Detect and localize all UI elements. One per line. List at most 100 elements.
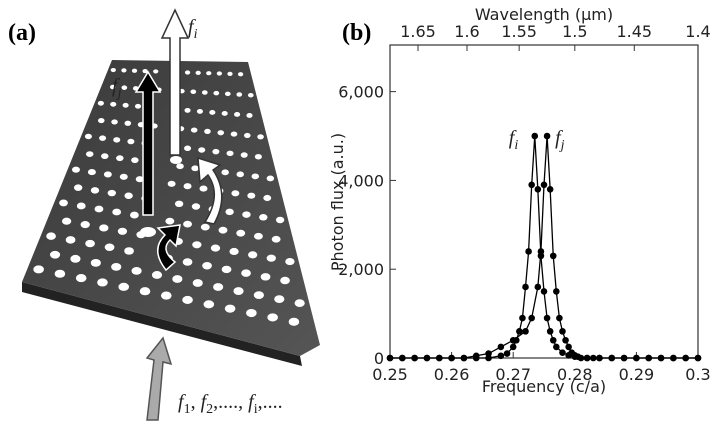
hole bbox=[122, 102, 129, 108]
hole bbox=[110, 101, 117, 107]
label-f: f bbox=[188, 16, 196, 38]
hole bbox=[203, 300, 215, 309]
marker bbox=[497, 343, 505, 351]
hole bbox=[85, 151, 94, 158]
label-sub: j bbox=[559, 138, 565, 153]
label-sub: j bbox=[116, 86, 122, 101]
hole bbox=[117, 227, 128, 235]
marker bbox=[657, 354, 665, 362]
hole bbox=[221, 169, 229, 176]
hole bbox=[87, 168, 96, 176]
hole bbox=[234, 112, 241, 117]
hole bbox=[191, 165, 199, 172]
marker bbox=[485, 350, 492, 357]
hole bbox=[224, 304, 236, 313]
hole bbox=[121, 68, 127, 73]
hole bbox=[124, 120, 132, 126]
hole bbox=[241, 269, 251, 277]
label-sub: i bbox=[514, 138, 518, 153]
label-part: f bbox=[178, 391, 186, 413]
hole bbox=[213, 283, 224, 291]
y-tick-label: 2,000 bbox=[338, 260, 384, 279]
hole bbox=[160, 291, 172, 300]
marker bbox=[540, 181, 548, 189]
hole bbox=[104, 243, 115, 251]
hole bbox=[204, 128, 211, 134]
marker bbox=[608, 354, 616, 362]
hole bbox=[253, 291, 264, 299]
hole bbox=[190, 89, 197, 95]
marker bbox=[503, 350, 511, 357]
panel-label: (a) bbox=[8, 20, 36, 46]
hole bbox=[263, 194, 272, 202]
marker bbox=[543, 132, 551, 140]
hole bbox=[192, 279, 203, 287]
marker bbox=[620, 354, 628, 362]
hole bbox=[267, 313, 278, 322]
hole bbox=[124, 247, 134, 255]
hole bbox=[237, 72, 244, 77]
x-tick-label: 0.29 bbox=[619, 365, 655, 384]
hole bbox=[206, 71, 212, 76]
marker bbox=[589, 354, 597, 362]
hole bbox=[200, 223, 210, 231]
hole bbox=[111, 262, 122, 271]
hole bbox=[266, 175, 275, 182]
hole bbox=[182, 295, 193, 304]
hole bbox=[131, 68, 138, 73]
hole bbox=[99, 224, 109, 232]
hole bbox=[99, 135, 107, 141]
hole bbox=[131, 157, 139, 164]
hole bbox=[110, 67, 116, 73]
hole bbox=[183, 183, 192, 190]
marker bbox=[516, 328, 523, 335]
hole bbox=[274, 295, 285, 304]
y-axis-label: Photon flux (a.u.) bbox=[328, 133, 347, 271]
marker bbox=[694, 354, 702, 362]
marker bbox=[386, 354, 394, 362]
series-label: fj bbox=[555, 127, 565, 153]
hole bbox=[254, 232, 263, 240]
hole bbox=[65, 236, 76, 244]
hole bbox=[248, 251, 258, 259]
hole bbox=[260, 273, 271, 281]
marker bbox=[546, 185, 554, 193]
hole bbox=[254, 153, 262, 160]
label-f: f bbox=[509, 127, 517, 149]
hole bbox=[227, 71, 233, 76]
marker bbox=[509, 343, 517, 351]
input-label: f1, f2,...., fi,.... bbox=[178, 391, 283, 417]
hole bbox=[236, 92, 243, 97]
marker bbox=[522, 328, 529, 335]
hole bbox=[116, 155, 124, 162]
hole bbox=[70, 254, 81, 263]
y-tick-label: 4,000 bbox=[338, 171, 384, 190]
label-part: , bbox=[191, 391, 201, 413]
black-curved-arrow bbox=[156, 224, 181, 272]
hole bbox=[236, 171, 244, 178]
hole bbox=[257, 134, 264, 140]
hole bbox=[199, 185, 208, 192]
output-label-black: fj bbox=[112, 75, 122, 101]
marker bbox=[670, 354, 677, 362]
marker bbox=[565, 343, 572, 351]
x-tick-label: 0.27 bbox=[495, 365, 531, 384]
marker bbox=[596, 354, 603, 362]
marker bbox=[522, 283, 529, 291]
hole bbox=[226, 150, 234, 157]
x-tick-label: 0.25 bbox=[372, 365, 408, 384]
x-tick-label: 0.28 bbox=[557, 365, 593, 384]
cavity bbox=[140, 227, 156, 237]
marker bbox=[534, 185, 542, 193]
label-part: f bbox=[201, 391, 209, 413]
x-tick-label: 0.3 bbox=[685, 365, 710, 384]
hole bbox=[134, 103, 142, 109]
hole bbox=[212, 148, 220, 155]
x2-tick-label: 1.65 bbox=[400, 22, 436, 41]
x2-tick-label: 1.4 bbox=[685, 22, 710, 41]
marker bbox=[528, 314, 535, 322]
hole bbox=[151, 271, 163, 279]
series-line bbox=[390, 135, 698, 359]
hole bbox=[251, 173, 260, 180]
